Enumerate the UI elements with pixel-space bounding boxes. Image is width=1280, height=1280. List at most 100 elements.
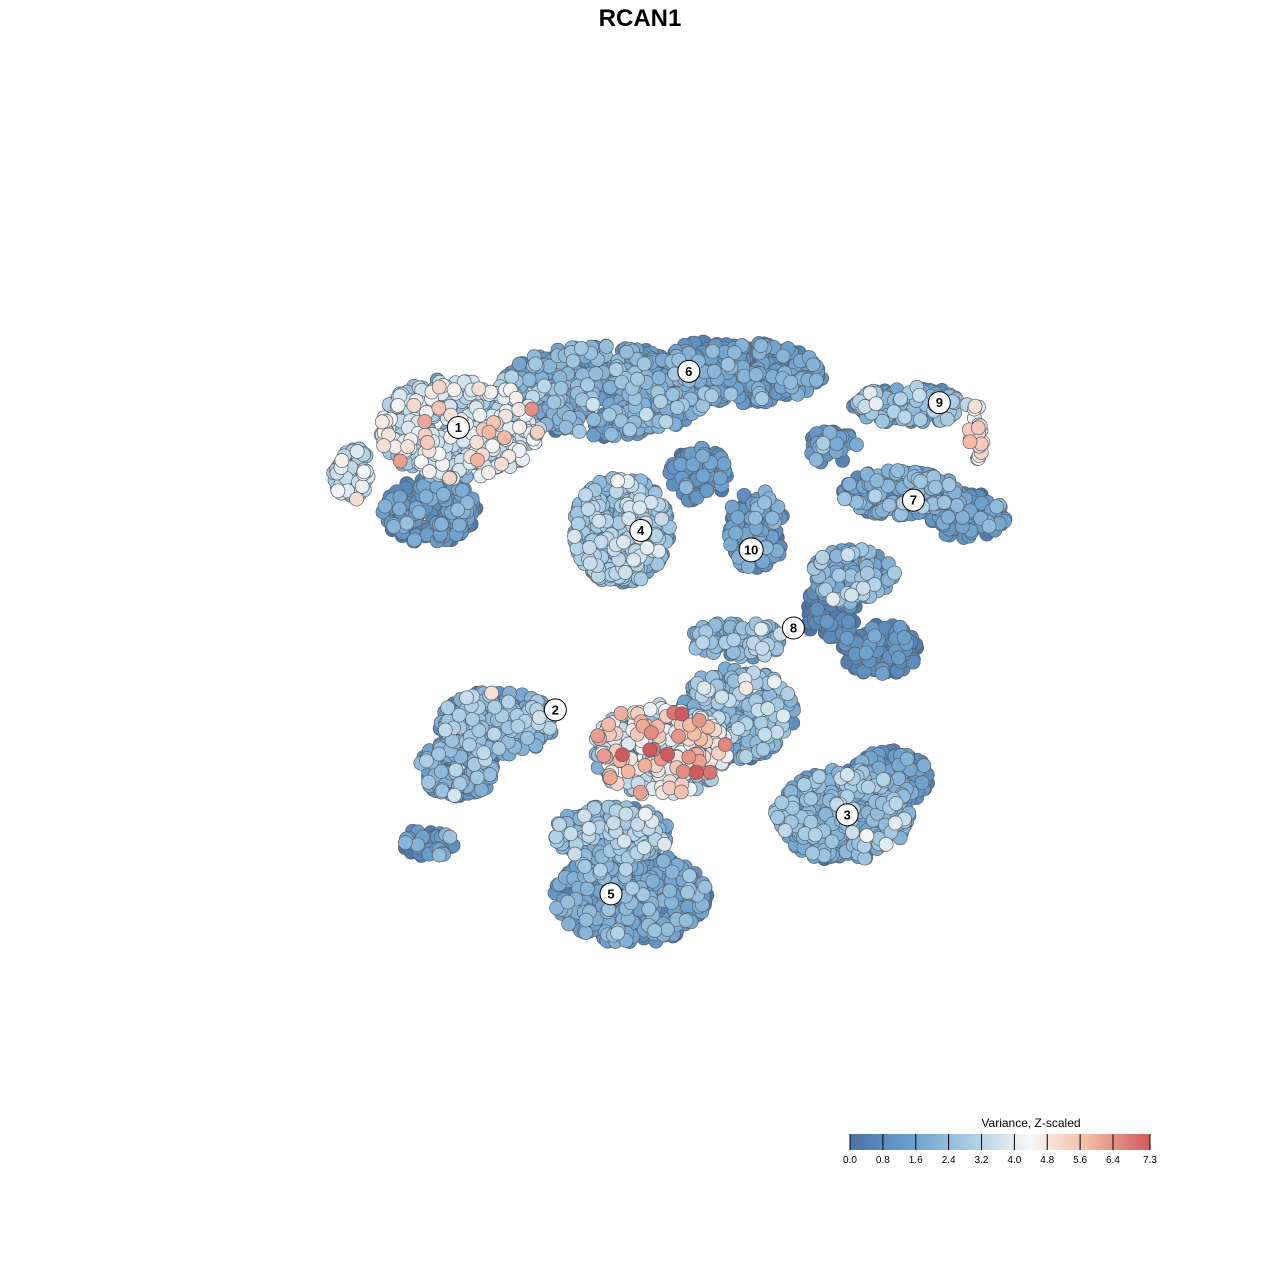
data-point <box>831 567 847 583</box>
data-point <box>603 426 619 442</box>
data-point <box>618 806 634 822</box>
data-point <box>528 356 543 372</box>
data-point <box>578 925 594 940</box>
data-point <box>704 388 720 404</box>
data-point <box>636 840 652 855</box>
data-point <box>815 550 830 565</box>
data-point <box>476 745 492 761</box>
data-point <box>699 483 715 498</box>
data-point <box>570 516 586 532</box>
data-point <box>452 517 467 533</box>
data-point <box>891 771 907 786</box>
data-point <box>601 407 617 423</box>
data-point <box>839 630 855 646</box>
data-point <box>622 422 638 437</box>
data-point <box>754 640 770 656</box>
data-point <box>867 488 883 504</box>
data-point <box>421 774 436 790</box>
data-point <box>593 862 608 878</box>
data-point <box>419 753 434 769</box>
data-point <box>783 374 799 390</box>
data-point <box>890 463 906 478</box>
data-point <box>487 699 503 715</box>
data-point <box>434 516 449 532</box>
data-point <box>760 701 776 716</box>
data-point <box>875 666 890 681</box>
data-point <box>436 487 451 502</box>
data-point <box>437 722 453 738</box>
data-point <box>482 767 498 782</box>
data-point <box>757 495 772 511</box>
data-point <box>581 821 597 836</box>
data-point <box>410 837 425 853</box>
data-point <box>824 834 840 849</box>
data-point <box>896 630 912 645</box>
chart-title: RCAN1 <box>599 5 682 32</box>
data-point <box>579 881 595 897</box>
data-point <box>720 357 736 372</box>
data-point <box>610 925 625 941</box>
data-point <box>981 518 997 534</box>
data-point <box>775 348 791 364</box>
data-point <box>536 378 552 394</box>
data-point <box>747 510 763 526</box>
data-point <box>459 690 474 706</box>
data-point <box>730 509 746 525</box>
data-point <box>738 749 754 765</box>
data-point <box>712 470 728 486</box>
data-point <box>660 922 675 937</box>
data-point <box>501 694 516 710</box>
data-point <box>662 883 678 899</box>
data-point <box>552 817 567 832</box>
data-point <box>770 810 785 825</box>
data-point <box>462 737 477 753</box>
data-point <box>546 394 562 410</box>
data-point <box>728 525 743 541</box>
data-point <box>867 628 882 644</box>
data-point <box>654 511 670 527</box>
data-point <box>678 480 694 495</box>
data-point <box>448 762 464 778</box>
data-point <box>819 614 835 629</box>
data-point <box>914 775 930 790</box>
data-point <box>774 795 790 810</box>
data-point <box>888 796 904 811</box>
data-point <box>638 406 654 422</box>
data-point <box>989 499 1005 515</box>
data-point <box>912 412 928 427</box>
data-point <box>705 343 721 359</box>
points-layer <box>326 334 1013 949</box>
data-point <box>837 491 852 507</box>
data-point <box>680 884 695 900</box>
data-point <box>577 859 593 874</box>
data-point <box>573 341 589 356</box>
data-point <box>913 474 929 489</box>
data-point <box>757 727 773 742</box>
data-point <box>504 369 520 385</box>
data-point <box>606 815 621 831</box>
data-point <box>815 435 831 451</box>
data-point <box>665 387 681 402</box>
data-point <box>563 826 579 842</box>
data-point <box>899 751 915 767</box>
data-point <box>807 827 823 843</box>
data-point <box>451 707 467 723</box>
data-point <box>578 487 593 503</box>
data-point <box>844 587 859 603</box>
data-point <box>598 339 614 354</box>
data-point <box>454 482 470 498</box>
data-point <box>565 353 581 369</box>
data-point <box>398 835 413 850</box>
data-point <box>578 912 594 928</box>
data-point <box>616 833 632 849</box>
data-point <box>695 448 711 464</box>
data-point <box>845 825 860 840</box>
data-point <box>723 386 739 402</box>
data-point <box>840 547 856 563</box>
data-point <box>809 601 825 617</box>
data-point <box>928 479 943 495</box>
data-point <box>748 367 764 383</box>
data-point <box>682 868 697 883</box>
data-point <box>860 779 876 795</box>
data-point <box>651 370 667 386</box>
